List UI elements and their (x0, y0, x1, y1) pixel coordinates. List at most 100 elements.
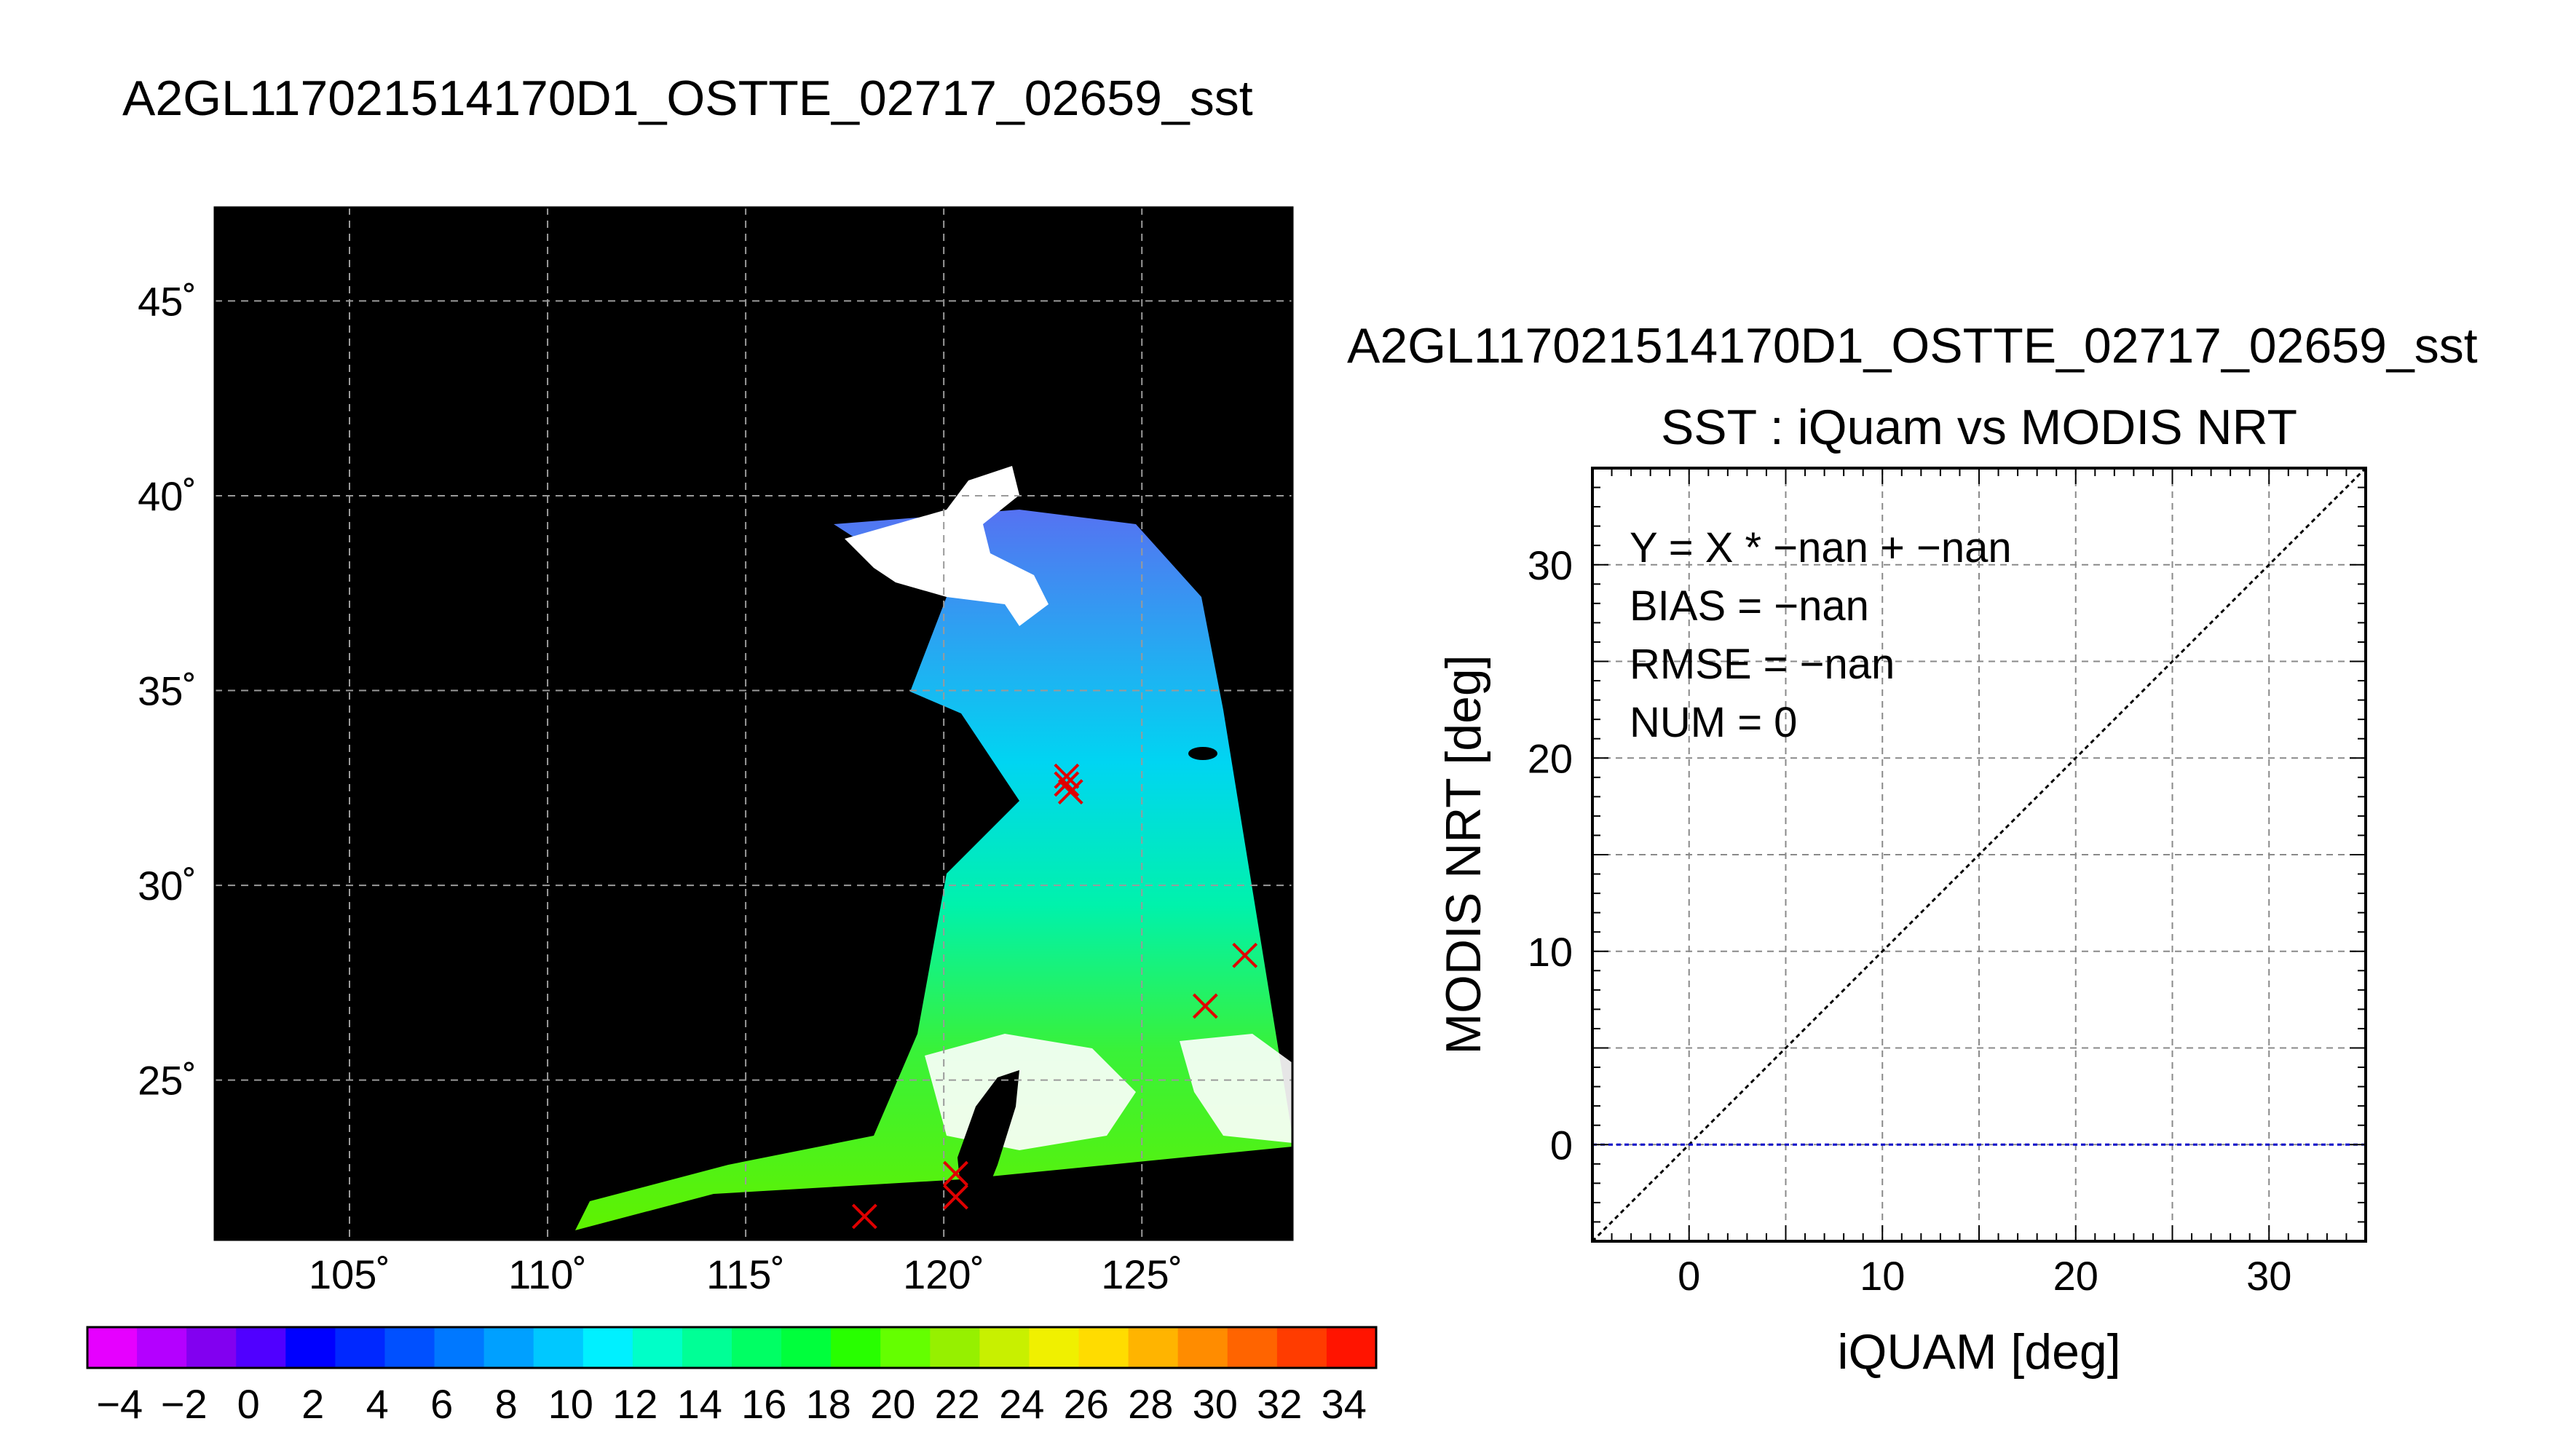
scatter-x-tick-labels: 0 10 20 30 (1678, 1253, 2291, 1299)
colorbar-tick-label: 16 (741, 1381, 786, 1427)
reference-line (1592, 468, 2366, 1241)
colorbar-cell (583, 1327, 633, 1368)
colorbar-tick-label: 4 (366, 1381, 389, 1427)
taiwan-landmass (957, 1070, 1019, 1201)
colorbar-tick-label: 28 (1128, 1381, 1173, 1427)
colorbar-tick-label: 30 (1193, 1381, 1238, 1427)
colorbar-tick-label: 18 (806, 1381, 851, 1427)
colorbar-cell (434, 1327, 485, 1368)
colorbar-cell (236, 1327, 286, 1368)
match-marker (1054, 771, 1080, 797)
colorbar-cell (533, 1327, 584, 1368)
map-y-tick-label: 25˚ (138, 1058, 197, 1104)
stats-annotation: Y = X * −nan + −nan (1630, 524, 2012, 571)
colorbar-tick-label: 26 (1064, 1381, 1109, 1427)
map-y-tick-label: 40˚ (138, 473, 197, 519)
map-x-tick-label: 105˚ (309, 1251, 390, 1297)
map-title: A2GL117021514170D1_OSTTE_02717_02659_sst (122, 71, 1253, 126)
colorbar-cell (781, 1327, 832, 1368)
colorbar-cell (880, 1327, 931, 1368)
colorbar-tick-label: 32 (1257, 1381, 1302, 1427)
colorbar-tick-label: 2 (301, 1381, 324, 1427)
colorbar-cell (137, 1327, 187, 1368)
map-grid (215, 207, 1292, 1240)
colorbar-cell (632, 1327, 683, 1368)
map-y-tick-labels: 45˚ 40˚ 35˚ 30˚ 25˚ (138, 278, 197, 1103)
colorbar-tick-label: 24 (999, 1381, 1044, 1427)
scatter-x-tick-label: 10 (1860, 1253, 1905, 1299)
match-marker (1192, 993, 1218, 1019)
colorbar-tick-label: 20 (870, 1381, 915, 1427)
colorbar-tick-label: 8 (495, 1381, 518, 1427)
colorbar-cell (87, 1327, 138, 1368)
map-frame (213, 206, 1294, 1241)
colorbar-cell (732, 1327, 782, 1368)
scatter-subtitle: SST : iQuam vs MODIS NRT (1661, 400, 2297, 455)
colorbar-tick-label: 34 (1322, 1381, 1367, 1427)
scatter-panel: A2GL117021514170D1_OSTTE_02717_02659_sst… (1347, 318, 2478, 1380)
colorbar-frame (86, 1326, 1378, 1369)
cloud-region-north (845, 466, 1049, 626)
cloud-region-east (1180, 1034, 1292, 1143)
scatter-lines (1592, 468, 2366, 1241)
colorbar-tick-label: −2 (161, 1381, 208, 1427)
match-marker (1232, 942, 1258, 968)
stats-annotation: NUM = 0 (1630, 699, 1797, 746)
colorbar-cell (1227, 1327, 1278, 1368)
colorbar-cell (930, 1327, 980, 1368)
scatter-title: A2GL117021514170D1_OSTTE_02717_02659_sst (1347, 318, 2478, 373)
match-marker (851, 1203, 877, 1230)
scatter-y-tick-label: 30 (1528, 542, 1573, 588)
colorbar-cell (1078, 1327, 1129, 1368)
match-marker (943, 1160, 968, 1187)
map-markers (851, 763, 1258, 1230)
colorbar-tick-label: 0 (237, 1381, 260, 1427)
scatter-y-tick-labels: 0 10 20 30 (1528, 542, 1573, 1168)
colorbar-cell (335, 1327, 385, 1368)
scatter-y-tick-label: 20 (1528, 735, 1573, 781)
colorbar-tick-label: 12 (612, 1381, 657, 1427)
colorbar-cells (87, 1327, 1377, 1368)
colorbar-cell (682, 1327, 732, 1368)
scatter-annotations: Y = X * −nan + −nan BIAS = −nan RMSE = −na… (1630, 524, 2012, 746)
colorbar-cell (285, 1327, 336, 1368)
colorbar-tick-label: 14 (677, 1381, 722, 1427)
colorbar-tick-label: 6 (430, 1381, 453, 1427)
scatter-y-axis-label: MODIS NRT [deg] (1436, 654, 1491, 1054)
stats-annotation: BIAS = −nan (1630, 582, 1869, 630)
scatter-minor-ticks (1592, 468, 2366, 1241)
colorbar-cell (1128, 1327, 1179, 1368)
small-island (1188, 747, 1217, 760)
sst-swath (575, 510, 1292, 1230)
colorbar-cell (483, 1327, 534, 1368)
colorbar-tick-label: 22 (935, 1381, 980, 1427)
map-y-tick-label: 30˚ (138, 863, 197, 909)
scatter-x-axis-label: iQUAM [deg] (1837, 1324, 2120, 1380)
scatter-y-tick-label: 10 (1528, 929, 1573, 975)
map-x-tick-label: 110˚ (508, 1251, 587, 1297)
scatter-x-tick-label: 30 (2246, 1253, 2291, 1299)
colorbar-cell (384, 1327, 435, 1368)
colorbar-cell (1326, 1327, 1377, 1368)
colorbar-cell (979, 1327, 1030, 1368)
scatter-x-tick-label: 20 (2053, 1253, 2098, 1299)
map-x-tick-label: 125˚ (1101, 1251, 1182, 1297)
match-marker (1057, 779, 1083, 805)
colorbar: −4 −2 0 2 4 6 8 10 12 14 16 18 20 22 24 26 28 30 32 34 (86, 1326, 1378, 1427)
colorbar-cell (1177, 1327, 1228, 1368)
map-x-tick-label: 120˚ (903, 1251, 984, 1297)
map-x-tick-labels: 105˚ 110˚ 115˚ 120˚ 125˚ (309, 1251, 1182, 1297)
colorbar-tick-label: 10 (548, 1381, 593, 1427)
colorbar-cell (831, 1327, 881, 1368)
scatter-y-tick-label: 0 (1550, 1122, 1573, 1168)
colorbar-tick-labels: −4 −2 0 2 4 6 8 10 12 14 16 18 20 22 24 26 28 30 32 34 (96, 1381, 1367, 1427)
stats-annotation: RMSE = −nan (1630, 641, 1895, 688)
map-y-tick-label: 35˚ (138, 668, 197, 714)
colorbar-tick-label: −4 (96, 1381, 143, 1427)
colorbar-cell (186, 1327, 237, 1368)
map-panel: A2GL117021514170D1_OSTTE_02717_02659_sst… (122, 71, 1294, 1297)
match-marker (943, 1184, 968, 1210)
match-marker (1054, 763, 1080, 789)
scatter-x-tick-label: 0 (1678, 1253, 1700, 1299)
